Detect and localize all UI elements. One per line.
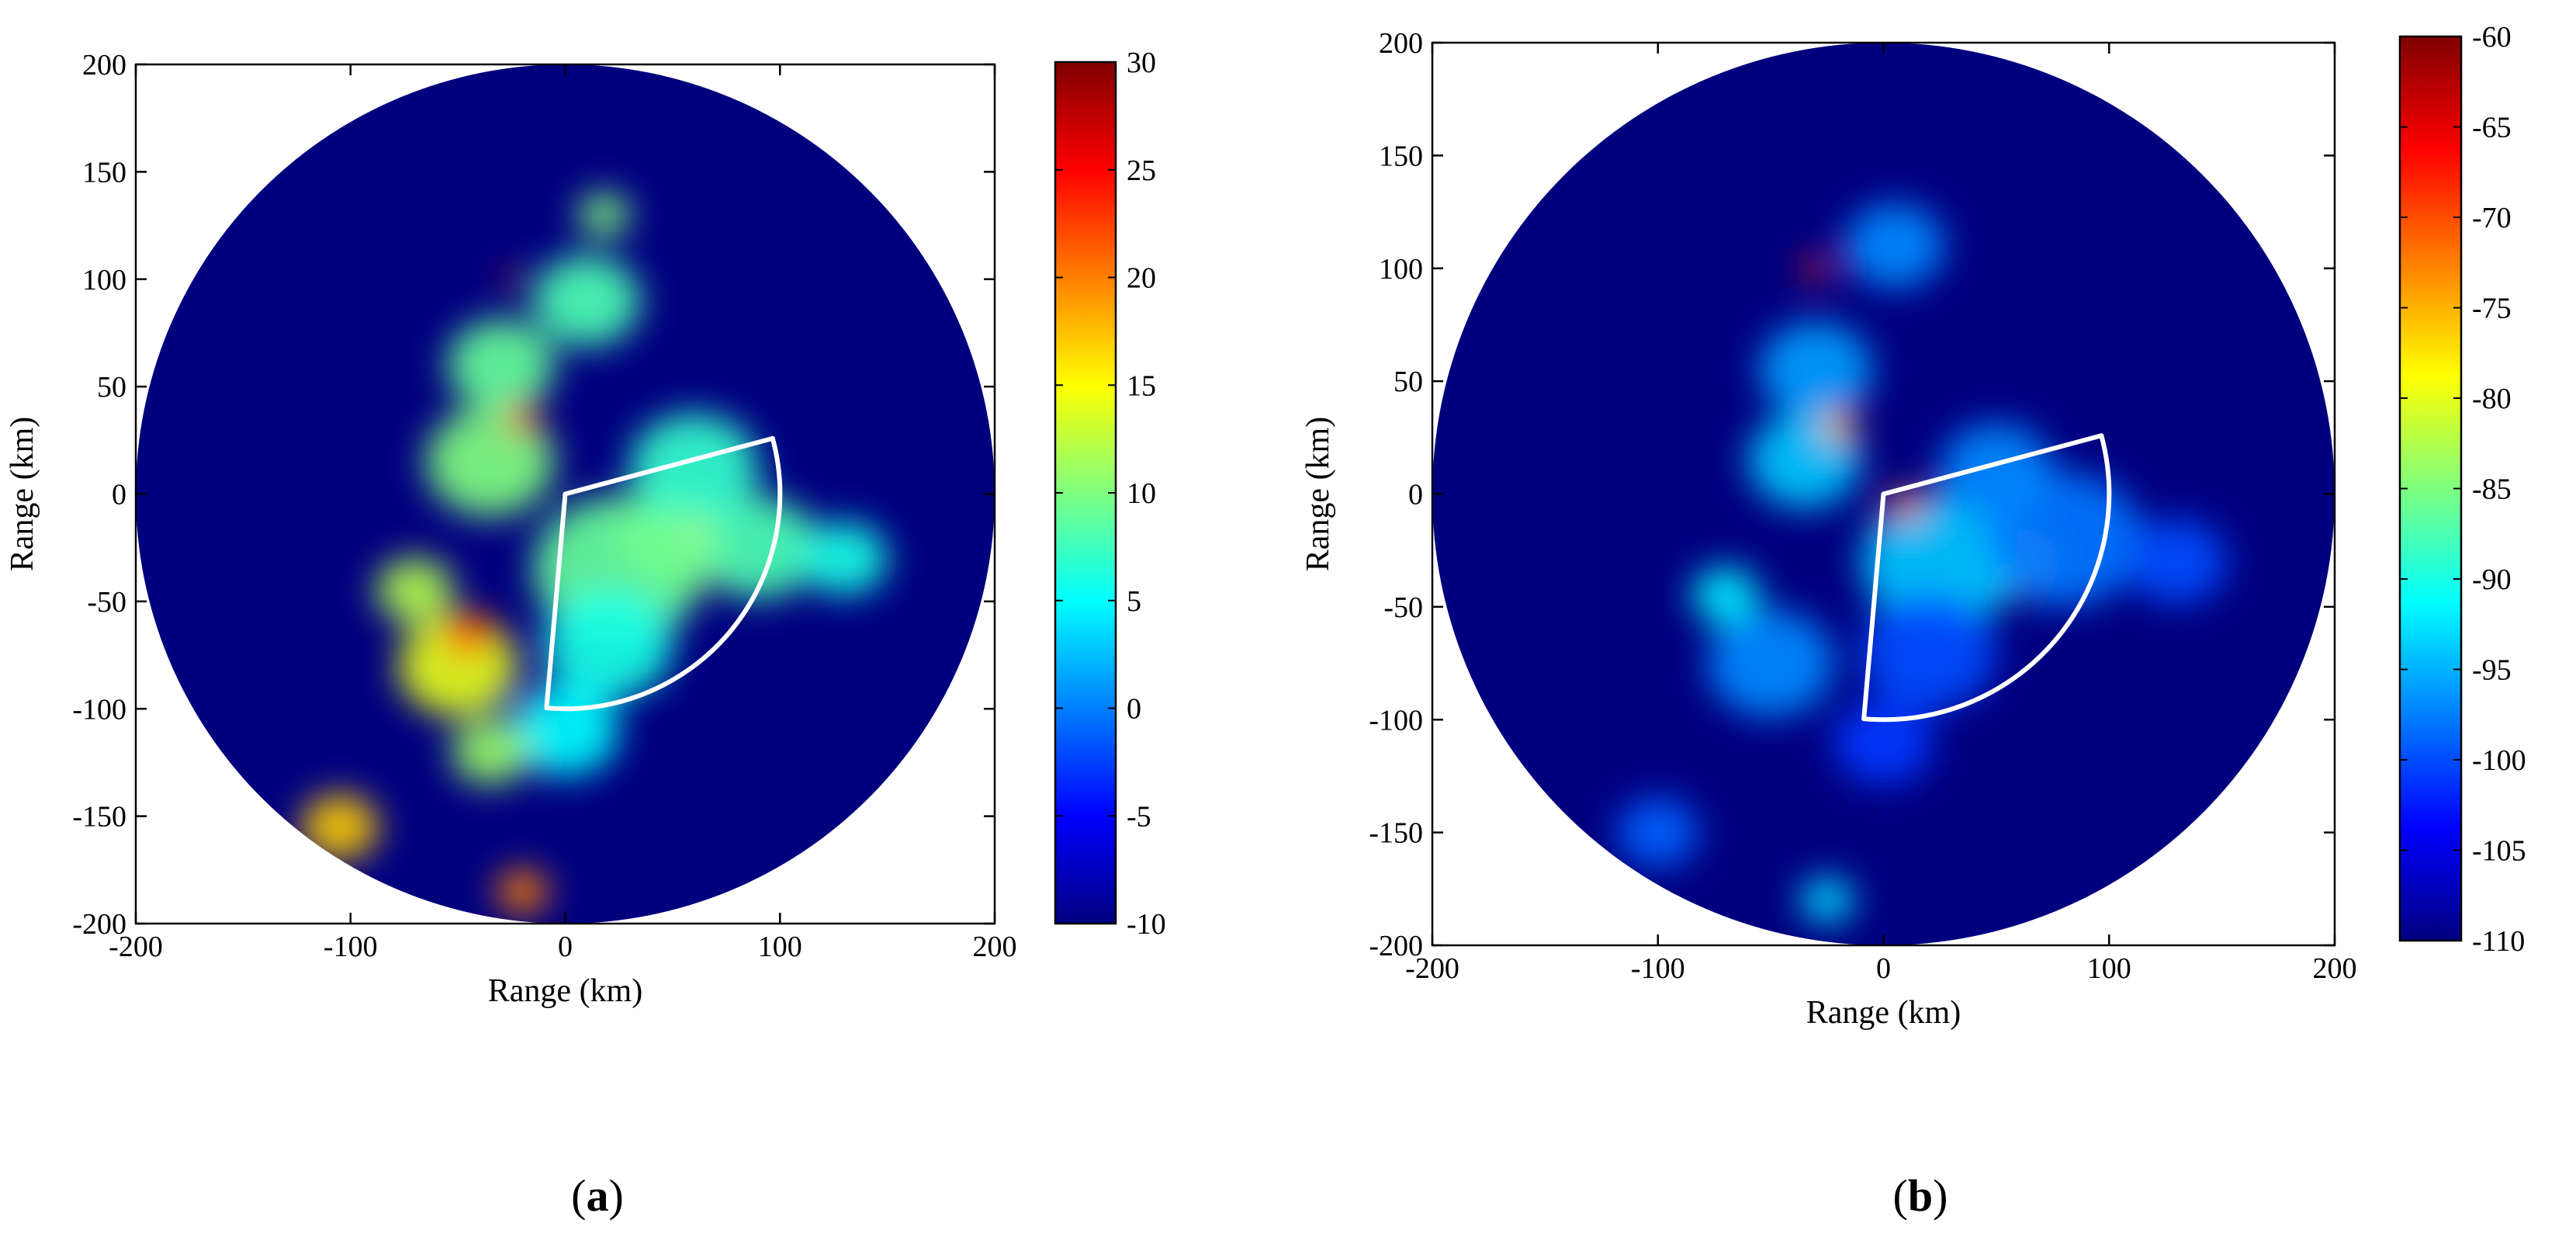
x-tick-label: -100 bbox=[324, 931, 378, 963]
colorbar-tick-label: -105 bbox=[2472, 835, 2526, 868]
colorbar-tick-label: 20 bbox=[1127, 262, 1156, 295]
echo-cell bbox=[578, 192, 630, 237]
colorbar-tick-label: -70 bbox=[2472, 202, 2512, 234]
x-axis-label: Range (km) bbox=[488, 973, 642, 1009]
y-tick-label: 200 bbox=[82, 49, 126, 81]
echo-cell bbox=[1691, 567, 1760, 625]
colorbar-tick-label: -65 bbox=[2472, 112, 2512, 144]
echo-cell bbox=[442, 612, 495, 656]
y-tick-label: -100 bbox=[72, 693, 126, 726]
echo-cell bbox=[801, 522, 888, 595]
y-tick-label: 50 bbox=[1394, 366, 1423, 398]
y-tick-label: -50 bbox=[87, 586, 126, 619]
echo-cell bbox=[505, 404, 540, 434]
echo-layer bbox=[1617, 203, 2227, 924]
echo-cell bbox=[1861, 494, 2019, 629]
echo-cell bbox=[698, 496, 819, 599]
colorbar-tick-label: -90 bbox=[2472, 563, 2512, 596]
echo-cell bbox=[1799, 877, 1854, 924]
caption-a-letter: a bbox=[587, 1170, 609, 1221]
y-tick-label: 50 bbox=[97, 371, 126, 404]
x-tick-label: 200 bbox=[2313, 952, 2357, 985]
colorbar bbox=[1054, 61, 1117, 925]
echo-cell bbox=[496, 869, 549, 913]
colorbar-tick-label: -60 bbox=[2472, 21, 2512, 54]
colorbar bbox=[2398, 35, 2463, 942]
x-tick-label: 100 bbox=[2087, 952, 2131, 985]
echo-cell bbox=[1759, 321, 1872, 418]
echo-cell bbox=[1617, 798, 1699, 868]
echo-cell bbox=[1833, 699, 1934, 785]
echo-cell bbox=[1845, 203, 1945, 289]
caption-b: (b) bbox=[1893, 1170, 1948, 1221]
colorbar-tick-label: 0 bbox=[1127, 693, 1141, 726]
sector-outline bbox=[544, 435, 783, 712]
colorbar-tick-label: 30 bbox=[1127, 47, 1156, 79]
x-tick-label: 200 bbox=[973, 931, 1017, 963]
echo-cell bbox=[1802, 256, 1830, 280]
colorbar-tick-label: -75 bbox=[2472, 293, 2512, 325]
echo-cell bbox=[451, 719, 529, 785]
colorbar-tick-label: 25 bbox=[1127, 154, 1156, 187]
echo-cell bbox=[543, 589, 673, 699]
x-tick-label: 100 bbox=[758, 931, 802, 963]
colorbar-tick-label: -110 bbox=[2472, 925, 2525, 958]
y-axis-label: Range (km) bbox=[5, 417, 40, 571]
y-tick-label: 150 bbox=[1379, 140, 1423, 172]
x-tick-label: -100 bbox=[1631, 952, 1685, 985]
echo-cell bbox=[500, 269, 523, 289]
y-tick-label: 100 bbox=[1379, 253, 1423, 286]
echo-cell bbox=[425, 407, 555, 517]
echo-cell bbox=[1707, 609, 1834, 717]
echo-cell bbox=[1861, 594, 1996, 710]
x-tick-label: -200 bbox=[1405, 952, 1459, 985]
y-tick-label: 200 bbox=[1379, 27, 1423, 60]
colorbar-tick-label: -95 bbox=[2472, 654, 2512, 687]
y-tick-label: 100 bbox=[82, 264, 126, 296]
y-axis-label: Range (km) bbox=[1300, 417, 1336, 571]
x-tick-label: -200 bbox=[109, 931, 163, 963]
echo-cell bbox=[511, 685, 619, 776]
colorbar-tick-label: 10 bbox=[1127, 477, 1156, 510]
sector-outline bbox=[1861, 433, 2112, 723]
echo-cell bbox=[629, 413, 759, 523]
echo-cell bbox=[301, 794, 379, 860]
x-tick-label: 0 bbox=[558, 931, 573, 963]
echo-cell bbox=[2127, 519, 2227, 605]
y-tick-label: 0 bbox=[1408, 479, 1423, 511]
panel-a: -200 -100 0 100 200-200-150-100-500501001502… bbox=[5, 47, 1166, 1009]
y-tick-label: -200 bbox=[1369, 930, 1423, 962]
colorbar-tick-label: -85 bbox=[2472, 473, 2512, 506]
y-tick-label: -200 bbox=[72, 908, 126, 941]
echo-cell bbox=[1940, 423, 2053, 520]
y-tick-label: 150 bbox=[82, 156, 126, 189]
colorbar-tick-label: -5 bbox=[1127, 800, 1151, 833]
panel-b: -200 -100 0 100 200 -200 -150 -100 -50 0 50 100 150 2… bbox=[1300, 21, 2526, 1031]
colorbar-tick-label: -100 bbox=[2472, 744, 2526, 777]
y-tick-label: -150 bbox=[72, 801, 126, 834]
caption-a: (a) bbox=[571, 1170, 624, 1221]
y-tick-label: -50 bbox=[1383, 591, 1423, 624]
colorbar-tick-label: 15 bbox=[1127, 369, 1156, 402]
x-tick-label: 0 bbox=[1876, 952, 1891, 985]
echo-cell bbox=[1820, 411, 1857, 442]
colorbar-tick-label: -80 bbox=[2472, 383, 2512, 415]
echo-layer bbox=[301, 192, 888, 913]
echo-cell bbox=[1888, 490, 1924, 521]
y-tick-label: -100 bbox=[1369, 704, 1423, 737]
caption-b-letter: b bbox=[1908, 1170, 1933, 1221]
colorbar-tick-label: 5 bbox=[1127, 585, 1141, 618]
y-tick-label: -150 bbox=[1369, 817, 1423, 850]
echo-cell bbox=[447, 319, 555, 411]
echo-cell bbox=[376, 557, 454, 624]
echo-cell bbox=[532, 255, 641, 347]
colorbar-tick-label: -10 bbox=[1127, 908, 1166, 941]
y-tick-label: 0 bbox=[112, 479, 126, 511]
x-axis-label: Range (km) bbox=[1806, 995, 1961, 1031]
